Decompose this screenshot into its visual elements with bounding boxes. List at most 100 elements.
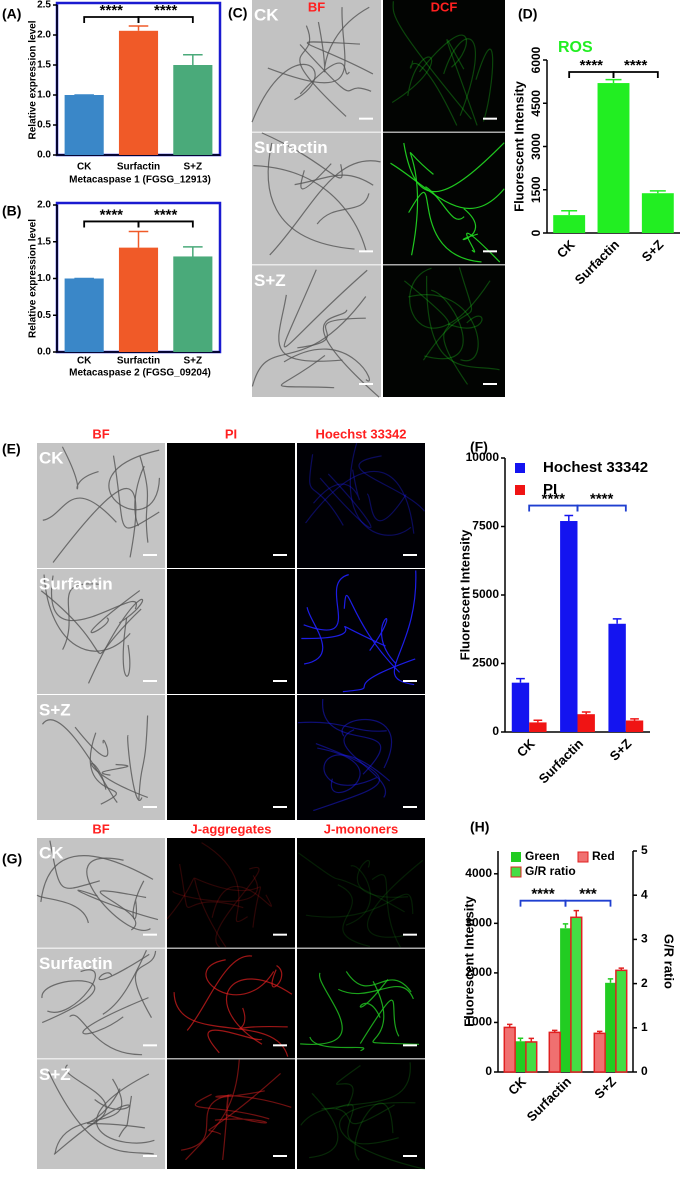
column-title: BF [92, 821, 109, 836]
hypha [47, 1069, 154, 1155]
hypha [43, 574, 131, 652]
hypha [316, 193, 370, 225]
bar [548, 1031, 561, 1073]
legend-swatch [511, 852, 521, 862]
hypha [297, 317, 366, 349]
hypha [278, 294, 343, 362]
hypha [446, 39, 478, 126]
significance-label: **** [624, 57, 648, 74]
hypha [343, 729, 387, 798]
micrograph [252, 0, 381, 132]
y2-tick-label: 2 [641, 976, 648, 990]
hypha [139, 456, 149, 543]
error-bar [528, 1037, 534, 1042]
hypha [409, 152, 434, 256]
y-tick-label: 2.0 [37, 200, 51, 211]
hypha [372, 981, 420, 1045]
hypha [283, 269, 368, 348]
y-tick-label: 5000 [472, 587, 499, 601]
hypha [299, 25, 347, 117]
panel-label: (B) [2, 203, 21, 219]
hypha [53, 1099, 130, 1155]
hypha [54, 1078, 123, 1154]
hypha [337, 884, 371, 947]
hypha [261, 132, 343, 179]
hypha [349, 442, 412, 536]
hypha [341, 718, 393, 769]
bar [525, 1041, 538, 1073]
hypha [335, 1103, 399, 1145]
hypha [41, 719, 118, 803]
significance-bracket [564, 899, 612, 907]
hypha [305, 893, 414, 918]
y-tick-label: 1500 [529, 176, 543, 203]
y-tick-label: 3000 [529, 133, 543, 160]
column-title: Hoechst 33342 [315, 426, 406, 441]
hypha [323, 754, 391, 786]
x-tick-label: Surfactin [117, 162, 160, 173]
error-bar [564, 514, 574, 522]
hypha [422, 267, 473, 361]
error-bar [562, 923, 569, 929]
hypha [359, 979, 389, 1018]
legend-label: G/R ratio [525, 864, 576, 878]
hypha [179, 863, 244, 909]
hypha [369, 618, 397, 664]
hypha [180, 1094, 232, 1151]
y2-tick-label: 1 [641, 1020, 648, 1034]
micrograph [167, 695, 295, 820]
x-tick-label: Surfactin [536, 736, 586, 786]
bar [597, 83, 630, 233]
hypha [299, 62, 350, 95]
x-tick-label: Surfactin [524, 1074, 574, 1124]
hypha [301, 625, 386, 647]
hypha [403, 142, 505, 193]
error-bar [507, 1023, 513, 1028]
error-bar [581, 711, 591, 715]
y2-axis-label: G/R ratio [662, 934, 677, 989]
hypha [118, 1095, 133, 1138]
hypha [299, 44, 372, 92]
hypha [305, 471, 415, 534]
hypha [313, 469, 361, 504]
hypha [173, 992, 289, 1057]
bar [511, 682, 530, 732]
bar [515, 1041, 526, 1072]
legend-swatch [510, 866, 522, 878]
column-title: J-mononers [324, 821, 398, 836]
hypha [336, 1065, 361, 1107]
hypha [371, 874, 401, 948]
bar [529, 722, 547, 732]
hypha [418, 34, 468, 73]
micrograph [383, 0, 505, 132]
hypha [40, 855, 154, 902]
hypha [90, 590, 141, 634]
hypha [303, 607, 324, 665]
micrograph [297, 838, 425, 948]
micrograph [297, 948, 425, 1059]
hypha [297, 721, 387, 732]
error-bar [605, 78, 622, 84]
hypha [138, 715, 149, 800]
y2-tick-label: 5 [641, 843, 648, 857]
panel-label: (E) [2, 441, 21, 457]
bar [118, 30, 159, 155]
significance-label: **** [590, 491, 614, 508]
column-title: DCF [431, 0, 458, 14]
hypha [99, 890, 147, 931]
hypha [267, 7, 346, 84]
y-tick-label: 0.0 [37, 150, 51, 161]
panel-label: (C) [228, 5, 247, 21]
hypha [50, 575, 137, 622]
y-tick-label: 3000 [465, 916, 492, 930]
hypha [409, 60, 458, 126]
legend-label: Hochest 33342 [543, 459, 648, 476]
significance-bracket [576, 504, 627, 512]
bar [64, 95, 104, 155]
hypha [108, 449, 161, 511]
micrograph [297, 695, 425, 820]
micrograph [383, 265, 505, 397]
hypha [322, 699, 382, 775]
error-bar [630, 718, 639, 721]
hypha [239, 1007, 288, 1030]
